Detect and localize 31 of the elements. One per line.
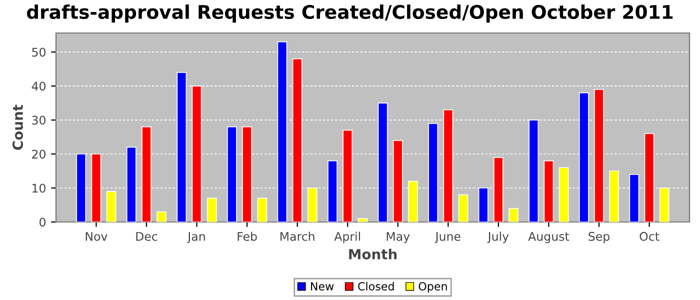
x-tick-label: Dec bbox=[136, 232, 158, 241]
y-tick-label: 20 bbox=[32, 150, 46, 159]
y-tick-label: 0 bbox=[40, 218, 46, 227]
x-tick-label: April bbox=[334, 232, 360, 244]
x-tick-label: July bbox=[487, 232, 509, 244]
x-tick-label: June bbox=[434, 232, 460, 244]
bar bbox=[206, 198, 217, 222]
y-tick-label: 30 bbox=[32, 116, 46, 125]
legend-label: Open bbox=[418, 282, 447, 293]
bar bbox=[106, 190, 116, 222]
bar bbox=[458, 194, 468, 222]
y-axis-title: Count bbox=[12, 104, 24, 150]
bar bbox=[156, 211, 167, 222]
x-tick-label: May bbox=[386, 232, 410, 244]
x-tick-label: Sep bbox=[588, 232, 610, 244]
bar bbox=[257, 198, 268, 222]
x-tick-label: Nov bbox=[86, 232, 108, 241]
x-tick-label: Feb bbox=[238, 232, 257, 241]
y-tick-label: 10 bbox=[32, 184, 46, 193]
y-tick-label: 50 bbox=[32, 48, 46, 57]
x-tick-label: March bbox=[280, 232, 314, 241]
bar bbox=[358, 218, 368, 222]
bar bbox=[508, 208, 518, 222]
x-tick-label: Jan bbox=[187, 232, 205, 244]
legend-label: New bbox=[311, 282, 334, 291]
x-tick-label: August bbox=[528, 232, 570, 244]
x-tick-label: Oct bbox=[640, 232, 660, 241]
x-axis-title: Month bbox=[349, 248, 397, 260]
legend-label: Closed bbox=[358, 282, 394, 291]
chart-title: drafts-approval Requests Created/Closed/Open October 2011 bbox=[26, 4, 673, 23]
y-tick-label: 40 bbox=[32, 82, 46, 91]
